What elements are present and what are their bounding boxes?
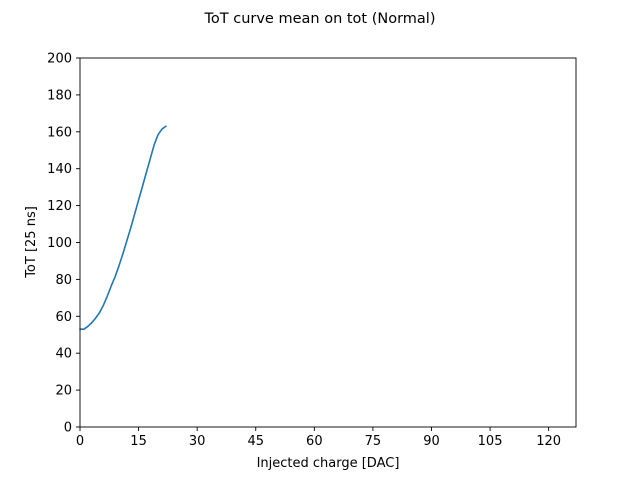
y-tick-label: 120 xyxy=(47,199,72,214)
y-tick-label: 200 xyxy=(47,52,72,67)
y-tick-label: 20 xyxy=(55,384,72,399)
x-tick-label: 45 xyxy=(247,434,264,449)
y-tick-label: 60 xyxy=(55,310,72,325)
y-axis: 0 20 40 60 80 100 120 140 160 180 200 xyxy=(47,52,80,436)
y-tick-label: 180 xyxy=(47,88,72,103)
x-tick-label: 105 xyxy=(478,434,503,449)
x-tick-label: 15 xyxy=(130,434,147,449)
x-axis: 0 15 30 45 60 75 90 105 120 xyxy=(76,427,561,449)
chart-title: ToT curve mean on tot (Normal) xyxy=(204,11,436,27)
y-tick-label: 0 xyxy=(64,421,72,436)
axes-frame xyxy=(79,57,577,428)
y-axis-label: ToT [25 ns] xyxy=(24,206,39,279)
series-line xyxy=(79,125,167,331)
x-axis-label: Injected charge [DAC] xyxy=(257,456,400,471)
plot-area xyxy=(79,125,167,331)
x-tick-label: 75 xyxy=(365,434,382,449)
x-tick-label: 60 xyxy=(306,434,323,449)
y-tick-label: 40 xyxy=(55,347,72,362)
x-tick-label: 120 xyxy=(536,434,561,449)
y-tick-label: 160 xyxy=(47,125,72,140)
x-tick-label: 90 xyxy=(423,434,440,449)
y-tick-label: 100 xyxy=(47,236,72,251)
y-tick-label: 140 xyxy=(47,162,72,177)
y-tick-label: 80 xyxy=(55,273,72,288)
x-tick-label: 30 xyxy=(189,434,206,449)
x-tick-label: 0 xyxy=(76,434,84,449)
